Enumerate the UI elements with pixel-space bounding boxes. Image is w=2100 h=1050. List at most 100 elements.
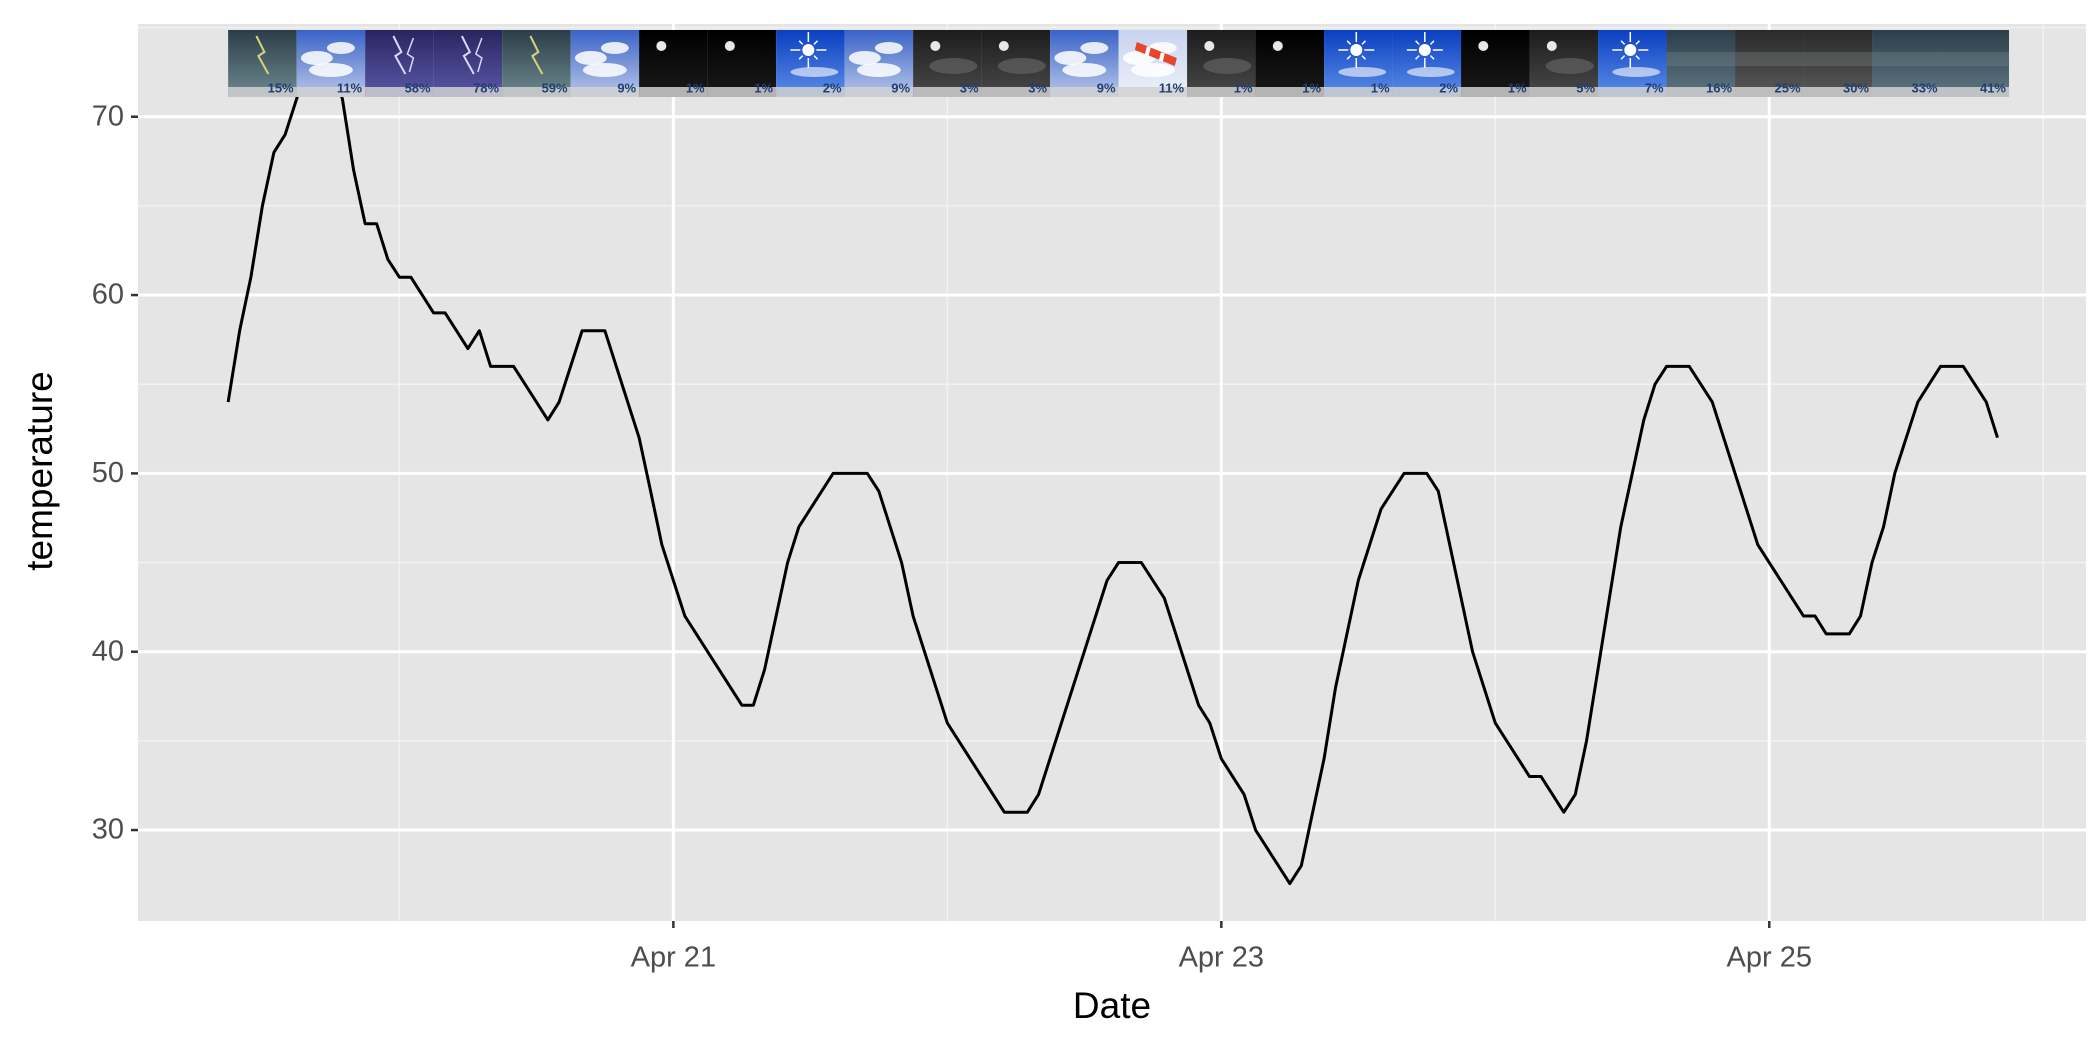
precip-label: 1% bbox=[1234, 80, 1253, 95]
tile-footer bbox=[296, 87, 366, 97]
y-tick-label: 70 bbox=[92, 100, 124, 132]
sun bbox=[1624, 44, 1637, 56]
cloud bbox=[1338, 67, 1387, 77]
cloud bbox=[1612, 67, 1661, 77]
sun bbox=[1418, 44, 1431, 56]
tile-footer bbox=[1803, 87, 1873, 97]
y-tick-label: 50 bbox=[92, 457, 124, 489]
tile-footer bbox=[570, 87, 640, 97]
precip-label: 30% bbox=[1843, 80, 1869, 95]
cloud bbox=[1062, 63, 1107, 77]
weather-tile: 1% bbox=[639, 30, 708, 97]
weather-tile: 78% bbox=[433, 30, 503, 97]
tile-footer bbox=[1118, 87, 1188, 97]
moon bbox=[1272, 41, 1283, 51]
precip-label: 16% bbox=[1706, 80, 1732, 95]
tile-footer bbox=[1735, 87, 1804, 97]
weather-tile: 1% bbox=[1255, 30, 1325, 97]
precip-tile bbox=[1735, 30, 1804, 97]
tile-footer bbox=[1529, 87, 1599, 97]
precip-label: 25% bbox=[1774, 80, 1800, 95]
precip-label: 11% bbox=[1159, 80, 1185, 95]
precip-label: 2% bbox=[1439, 80, 1458, 95]
sun-ray bbox=[1415, 55, 1420, 60]
lightning-bolt bbox=[529, 35, 544, 75]
weather-tile: 3% bbox=[913, 30, 982, 97]
precip-label: 9% bbox=[891, 80, 910, 95]
tile-footer bbox=[981, 87, 1051, 97]
tile-footer bbox=[1940, 87, 2010, 97]
tile-footer bbox=[228, 87, 297, 97]
moon bbox=[930, 41, 941, 51]
weather-tile: 2% bbox=[1392, 30, 1462, 97]
precip-label: 1% bbox=[754, 80, 773, 95]
sun-ray bbox=[1429, 40, 1435, 45]
weather-tile: 9% bbox=[844, 30, 914, 97]
precip-label: 41% bbox=[1980, 80, 2006, 95]
lightning-bolt bbox=[392, 35, 407, 75]
sun-ray bbox=[1620, 40, 1626, 45]
y-tick-label: 40 bbox=[92, 635, 124, 667]
precip-label: 33% bbox=[1911, 80, 1937, 95]
precip-label: 59% bbox=[542, 80, 568, 95]
weather-tile: 3% bbox=[981, 30, 1051, 97]
cloud bbox=[997, 58, 1046, 74]
windsock-band bbox=[1144, 46, 1151, 56]
precip-label: 1% bbox=[1371, 80, 1390, 95]
cloud bbox=[1130, 63, 1175, 77]
weather-tile: 15% bbox=[228, 30, 297, 97]
precip-tile bbox=[639, 30, 708, 97]
x-tick-label: Apr 23 bbox=[1179, 942, 1264, 974]
precip-label: 1% bbox=[686, 80, 705, 95]
cloud bbox=[308, 63, 353, 77]
lightning-bolt bbox=[255, 35, 270, 75]
moon bbox=[724, 41, 735, 51]
precip-tile bbox=[1598, 30, 1667, 97]
sun-ray bbox=[1346, 55, 1352, 60]
tile-footer bbox=[1050, 87, 1119, 97]
precip-label: 11% bbox=[337, 80, 363, 95]
cloud bbox=[300, 51, 333, 65]
precip-label: 3% bbox=[1028, 80, 1047, 95]
lightning-bolt bbox=[406, 37, 415, 73]
cloud bbox=[1406, 67, 1455, 77]
tile-footer bbox=[776, 87, 845, 97]
moon bbox=[1478, 41, 1489, 51]
precip-tile bbox=[1461, 30, 1530, 97]
sun-ray bbox=[1635, 55, 1641, 60]
y-tick-label: 60 bbox=[92, 279, 124, 311]
weather-tile: 30% bbox=[1803, 30, 1873, 97]
weather-tile: 1% bbox=[1461, 30, 1530, 97]
tile-footer bbox=[1255, 87, 1325, 97]
precip-tile bbox=[776, 30, 845, 97]
precip-tile bbox=[1324, 30, 1393, 97]
sun bbox=[802, 44, 815, 56]
x-axis-title: Date bbox=[1073, 985, 1151, 1026]
weather-tile: 7% bbox=[1598, 30, 1667, 97]
cloud bbox=[326, 42, 355, 54]
cloud bbox=[874, 42, 903, 54]
x-tick-label: Apr 21 bbox=[631, 942, 716, 974]
precip-tile bbox=[1872, 30, 1941, 97]
tile-footer bbox=[502, 87, 571, 97]
weather-tile: 5% bbox=[1529, 30, 1599, 97]
sun-ray bbox=[813, 40, 819, 45]
haze bbox=[1735, 52, 1804, 66]
tile-footer bbox=[1872, 87, 1941, 97]
windsock bbox=[1134, 42, 1177, 66]
weather-tile: 2% bbox=[776, 30, 845, 97]
cloud bbox=[574, 51, 607, 65]
cloud bbox=[856, 63, 901, 77]
precip-tile bbox=[1255, 30, 1325, 97]
sun-ray bbox=[1361, 55, 1367, 60]
weather-tile: 1% bbox=[1324, 30, 1393, 97]
cloud bbox=[1203, 58, 1252, 74]
sun-ray bbox=[798, 55, 804, 60]
sun-ray bbox=[1635, 40, 1641, 45]
precip-label: 1% bbox=[1302, 80, 1321, 95]
sun bbox=[1350, 44, 1363, 56]
tile-footer bbox=[433, 87, 503, 97]
tile-footer bbox=[639, 87, 708, 97]
moon bbox=[656, 41, 667, 51]
precip-label: 9% bbox=[1097, 80, 1116, 95]
